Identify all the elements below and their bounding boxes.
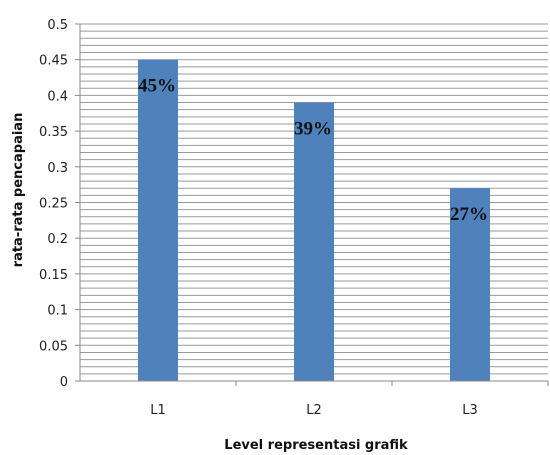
axes [75,23,549,386]
y-tick-label: 0 [60,375,68,390]
bar [450,188,490,381]
y-tick-label: 0.25 [39,197,68,212]
x-tick-label: L2 [306,403,322,418]
y-tick-labels: 0 0.05 0.1 0.15 0.2 0.25 0.3 0.35 0.4 0.45 0.5 [39,18,68,390]
x-tick-label: L3 [462,403,478,418]
x-axis-title: Level representasi grafik [224,438,408,453]
bar [138,59,178,381]
y-tick-label: 0.2 [47,232,68,247]
data-labels: 45% 39% 27% [138,76,488,226]
y-tick-label: 0.05 [39,339,68,354]
bars [138,59,490,381]
y-axis-title: rata-rata pencapaian [11,113,26,268]
bar [294,102,334,381]
data-label: 45% [138,76,176,97]
y-tick-label: 0.5 [47,18,68,33]
y-tick-label: 0.4 [47,89,68,104]
y-tick-label: 0.15 [39,268,68,283]
x-tick-label: L1 [150,403,166,418]
x-tick-labels: L1 L2 L3 [150,403,478,418]
data-label: 27% [450,204,488,225]
data-label: 39% [294,119,332,140]
y-tick-label: 0.1 [47,304,68,319]
y-tick-label: 0.3 [47,161,68,176]
y-tick-label: 0.35 [39,125,68,140]
y-tick-label: 0.45 [39,54,68,69]
